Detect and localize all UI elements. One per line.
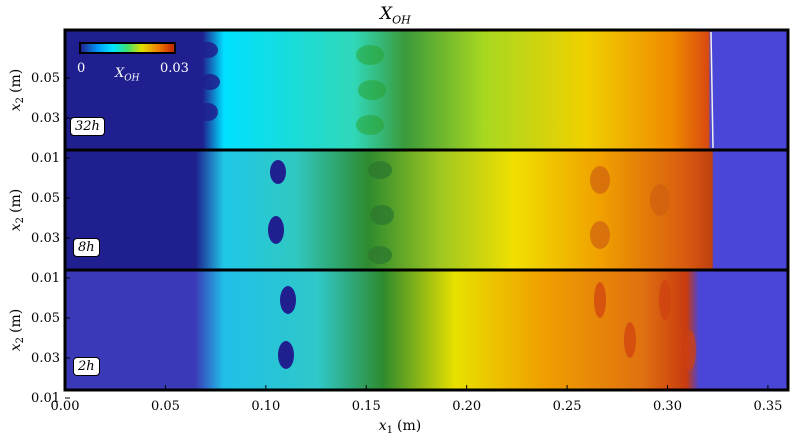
y-axis-label: x2(m) (8, 189, 26, 231)
x-axis: 0.00 0.05 0.10 0.15 0.20 0.25 0.30 0.35 (51, 385, 782, 414)
y-tick-label: 0.01 (31, 151, 60, 166)
y-axes: 0.05 0.03 0.01 x2(m) 0.05 0.03 0.01 x2(m) 0.05 0.… (8, 69, 70, 406)
x-tick-label: 0.35 (753, 399, 782, 414)
x-tick-label: 0.00 (51, 399, 80, 414)
panel-32h (63, 28, 790, 152)
y-tick-label: 0.05 (31, 191, 60, 206)
x-tick-label: 0.10 (251, 399, 280, 414)
y-tick-label: 0.03 (31, 111, 60, 126)
case-label-2h: 2h (73, 357, 100, 376)
colorbar (79, 42, 176, 54)
y-tick-label: 0.01 (31, 271, 60, 286)
case-label-32h: 32h (70, 117, 105, 136)
y-axis-label: x2(m) (8, 69, 26, 111)
x-tick-label: 0.25 (553, 399, 582, 414)
colorbar-max-label: 0.03 (160, 61, 189, 76)
case-label-8h: 8h (73, 238, 100, 257)
y-tick-label: 0.03 (31, 351, 60, 366)
y-axis-label: x2(m) (8, 309, 26, 351)
panel-2h (63, 268, 790, 392)
panel-8h (63, 148, 790, 272)
colorbar-min-label: 0 (77, 61, 86, 76)
x-tick-label: 0.05 (151, 399, 180, 414)
y-tick-label: 0.05 (31, 311, 60, 326)
y-tick-label: 0.05 (31, 71, 60, 86)
y-tick-label: 0.03 (31, 231, 60, 246)
y-tick-label: 0.01 (31, 391, 60, 406)
figure-title: XOH (380, 4, 411, 27)
x-tick-label: 0.20 (452, 399, 481, 414)
x-axis-label: x1 (m) (379, 418, 421, 436)
colorbar-variable-label: XOH (115, 66, 140, 84)
x-tick-label: 0.15 (352, 399, 381, 414)
x-tick-label: 0.30 (653, 399, 682, 414)
